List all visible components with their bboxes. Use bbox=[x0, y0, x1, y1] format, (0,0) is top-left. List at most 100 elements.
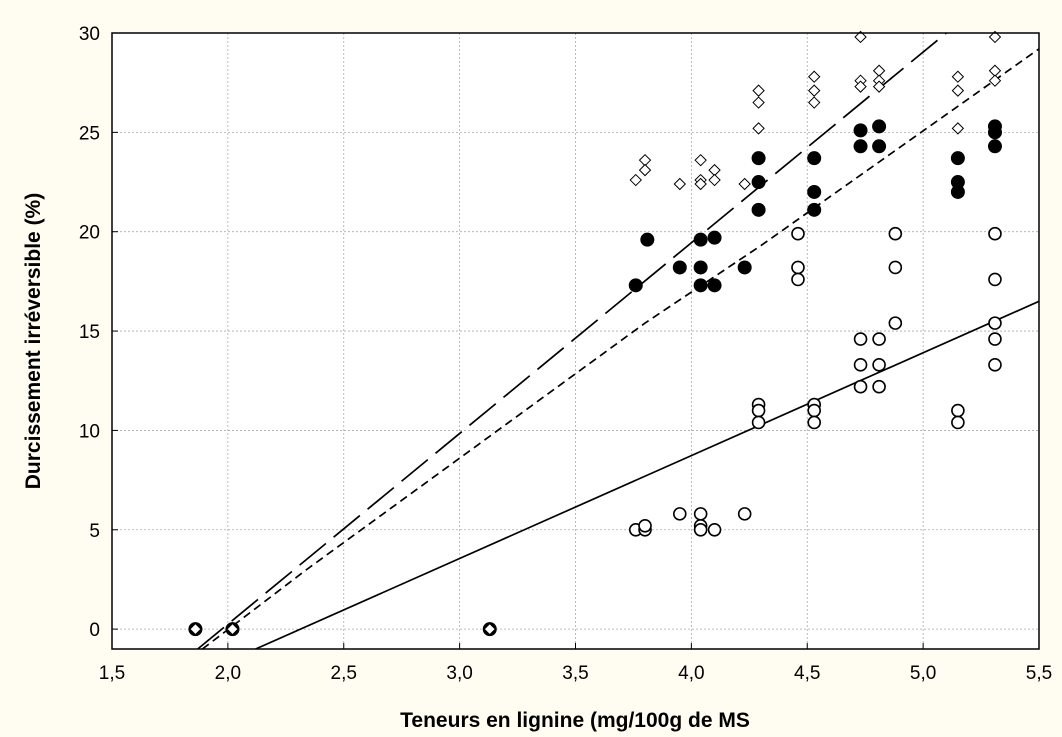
y-tick-label: 15 bbox=[79, 322, 100, 343]
point-open-circle bbox=[751, 415, 766, 430]
point-filled-circle bbox=[640, 232, 655, 247]
x-tick-label: 4,5 bbox=[794, 663, 820, 684]
point-filled-circle bbox=[707, 278, 722, 293]
point-open-diamond bbox=[951, 84, 965, 97]
y-tick-label: 30 bbox=[79, 24, 100, 45]
point-filled-circle bbox=[628, 278, 643, 293]
point-filled-circle bbox=[853, 123, 868, 138]
point-filled-circle bbox=[853, 139, 868, 154]
point-open-diamond bbox=[752, 96, 765, 109]
gridlines bbox=[112, 33, 1039, 649]
point-open-diamond bbox=[807, 96, 821, 109]
point-filled-circle bbox=[751, 175, 766, 190]
point-open-circle bbox=[791, 272, 805, 287]
point-open-circle bbox=[672, 507, 687, 521]
y-tick-label: 10 bbox=[79, 421, 100, 442]
point-open-circle bbox=[737, 507, 752, 521]
point-filled-circle bbox=[807, 184, 822, 199]
point-filled-circle bbox=[807, 151, 822, 166]
point-open-circle bbox=[693, 507, 708, 521]
point-open-circle bbox=[872, 379, 886, 394]
x-tick-label: 3,5 bbox=[562, 663, 588, 684]
point-open-diamond bbox=[854, 30, 867, 44]
y-tick-label: 25 bbox=[79, 123, 100, 144]
point-filled-circle bbox=[693, 260, 708, 275]
point-filled-circle bbox=[693, 278, 708, 293]
point-open-diamond bbox=[988, 30, 1002, 44]
x-tick-label: 3,0 bbox=[446, 663, 472, 684]
x-tick-label: 1,5 bbox=[99, 663, 125, 684]
x-tick-label: 2,5 bbox=[331, 663, 357, 684]
point-filled-circle bbox=[737, 260, 752, 275]
x-tick-label: 5,5 bbox=[1026, 663, 1052, 684]
point-open-circle bbox=[693, 522, 708, 537]
point-open-diamond bbox=[483, 622, 496, 636]
point-open-circle bbox=[988, 358, 1002, 372]
point-open-circle bbox=[872, 332, 886, 346]
point-open-circle bbox=[988, 226, 1002, 241]
y-tick-label: 20 bbox=[79, 223, 100, 244]
point-open-circle bbox=[638, 518, 652, 533]
point-open-diamond bbox=[752, 122, 765, 135]
point-filled-circle bbox=[672, 260, 687, 275]
point-open-diamond bbox=[807, 84, 821, 97]
point-open-diamond bbox=[854, 80, 867, 93]
point-open-circle bbox=[888, 260, 903, 275]
point-filled-circle bbox=[987, 125, 1002, 140]
point-open-diamond bbox=[807, 70, 821, 83]
axis-ticks: 1,5 2,0 2,5 3,0 3,5 4,0 4,5 5,0 5,5 0 5 10 15 20 25 30 bbox=[79, 24, 1052, 684]
point-open-diamond bbox=[708, 173, 721, 187]
x-tick-label: 4,0 bbox=[678, 663, 704, 684]
point-filled-circle bbox=[751, 151, 766, 166]
point-filled-circle bbox=[987, 139, 1002, 154]
x-tick-label: 2,0 bbox=[215, 663, 241, 684]
x-tick-label: 5,0 bbox=[910, 663, 936, 684]
point-open-circle bbox=[807, 415, 822, 430]
point-open-diamond bbox=[752, 84, 765, 97]
point-open-diamond bbox=[638, 163, 652, 177]
point-open-diamond bbox=[872, 80, 886, 93]
fit-line-short-dash bbox=[201, 48, 1040, 650]
point-open-diamond bbox=[226, 622, 239, 636]
point-filled-circle bbox=[872, 139, 887, 154]
point-open-diamond bbox=[189, 622, 202, 636]
point-open-circle bbox=[951, 415, 965, 430]
point-open-circle bbox=[988, 272, 1002, 287]
point-filled-circle bbox=[807, 202, 822, 217]
fit-lines bbox=[197, 32, 1040, 650]
point-open-diamond bbox=[951, 122, 965, 135]
point-filled-circle bbox=[693, 232, 708, 247]
point-open-diamond bbox=[951, 70, 965, 83]
point-filled-circle bbox=[950, 184, 965, 199]
point-open-diamond bbox=[738, 177, 751, 191]
point-filled-circle bbox=[751, 202, 766, 217]
point-open-diamond bbox=[694, 177, 707, 191]
point-open-diamond bbox=[694, 153, 707, 167]
point-filled-circle bbox=[950, 151, 965, 166]
point-open-diamond bbox=[629, 173, 642, 187]
fit-line-solid bbox=[255, 300, 1040, 650]
point-open-circle bbox=[888, 226, 903, 241]
y-axis-label: Durcissement irréversible (%) bbox=[22, 193, 45, 489]
point-open-circle bbox=[988, 332, 1002, 346]
point-open-circle bbox=[853, 358, 868, 372]
point-open-circle bbox=[853, 379, 868, 394]
point-open-circle bbox=[791, 260, 805, 275]
point-filled-circle bbox=[872, 119, 887, 134]
point-open-circle bbox=[751, 403, 766, 418]
y-tick-label: 0 bbox=[89, 620, 100, 641]
data-points bbox=[188, 30, 1002, 637]
point-open-circle bbox=[872, 358, 886, 372]
y-tick-label: 5 bbox=[89, 521, 100, 542]
point-open-circle bbox=[988, 316, 1002, 330]
point-open-circle bbox=[807, 403, 822, 418]
point-open-circle bbox=[853, 332, 868, 346]
fit-line-long-dash bbox=[197, 32, 947, 650]
point-open-diamond bbox=[673, 177, 686, 191]
point-open-circle bbox=[951, 403, 965, 418]
point-filled-circle bbox=[707, 230, 722, 245]
x-axis-label: Teneurs en lignine (mg/100g de MS bbox=[400, 709, 750, 732]
point-open-diamond bbox=[988, 74, 1002, 87]
point-open-circle bbox=[791, 226, 805, 241]
